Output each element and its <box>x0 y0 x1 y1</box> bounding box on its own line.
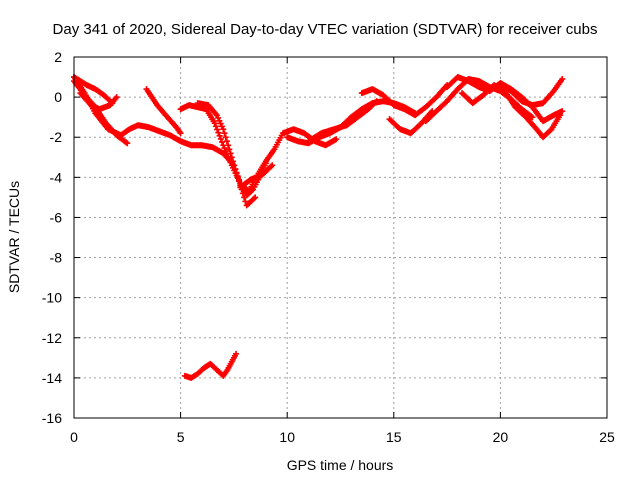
data-point <box>228 154 235 161</box>
data-point <box>241 194 248 201</box>
series-track-8 <box>237 162 276 191</box>
data-point <box>232 166 239 173</box>
data-point <box>113 94 120 101</box>
data-point <box>236 178 243 185</box>
y-tick-label: -6 <box>50 209 63 225</box>
data-point <box>177 130 184 137</box>
data-point <box>528 113 535 120</box>
data-point <box>249 187 256 194</box>
plot-points <box>71 74 566 381</box>
chart-title: Day 341 of 2020, Sidereal Day-to-day VTE… <box>53 21 598 38</box>
y-tick-label: 0 <box>54 89 62 105</box>
data-point <box>212 123 219 130</box>
x-tick-label: 5 <box>177 429 185 445</box>
data-point <box>559 76 566 83</box>
data-point <box>222 134 229 141</box>
x-tick-label: 25 <box>599 429 615 445</box>
y-tick-label: -10 <box>42 290 62 306</box>
data-point <box>217 135 224 142</box>
data-point <box>373 98 380 105</box>
data-point <box>268 163 275 170</box>
y-tick-label: -16 <box>42 410 62 426</box>
data-point <box>215 129 222 136</box>
series-track-4 <box>77 90 120 113</box>
data-point <box>123 139 130 146</box>
data-point <box>225 142 232 149</box>
data-point <box>219 139 226 146</box>
series-track-17 <box>497 76 566 109</box>
data-point <box>262 160 269 167</box>
data-point <box>226 146 233 153</box>
data-point <box>221 130 228 137</box>
y-axis-title: SDTVAR / TECUs <box>6 181 22 293</box>
data-point <box>559 108 566 115</box>
series-track-5 <box>143 86 184 137</box>
x-tick-label: 20 <box>493 429 509 445</box>
data-point <box>233 170 240 177</box>
data-point <box>233 350 240 357</box>
series-track-12 <box>358 82 451 119</box>
data-point <box>216 132 223 139</box>
data-point <box>220 126 227 133</box>
series-track-11 <box>305 98 380 145</box>
x-axis-title: GPS time / hours <box>287 457 394 473</box>
data-point <box>269 162 276 169</box>
data-point <box>333 136 340 143</box>
data-point <box>234 174 241 181</box>
series-track-9 <box>181 350 240 381</box>
data-point <box>529 114 536 121</box>
series-track-16 <box>459 82 564 141</box>
y-tick-label: -4 <box>50 169 63 185</box>
data-point <box>239 190 246 197</box>
data-point <box>211 120 218 127</box>
y-tick-label: -12 <box>42 330 62 346</box>
y-tick-label: -2 <box>50 129 63 145</box>
data-point <box>557 112 564 119</box>
plot-frame <box>73 56 608 419</box>
series-track-6 <box>177 102 269 199</box>
y-tick-label: -8 <box>50 250 63 266</box>
data-point <box>231 162 238 169</box>
data-point <box>229 158 236 165</box>
x-tick-label: 10 <box>279 429 295 445</box>
data-point <box>214 126 221 133</box>
x-tick-label: 15 <box>386 429 402 445</box>
grid-lines <box>74 57 607 418</box>
x-tick-label: 0 <box>70 429 78 445</box>
data-point <box>252 194 259 201</box>
data-point <box>124 140 131 147</box>
data-point <box>227 150 234 157</box>
y-tick-label: -14 <box>42 370 62 386</box>
series-track-7 <box>194 100 259 209</box>
data-point <box>223 138 230 145</box>
y-tick-label: 2 <box>54 49 62 65</box>
